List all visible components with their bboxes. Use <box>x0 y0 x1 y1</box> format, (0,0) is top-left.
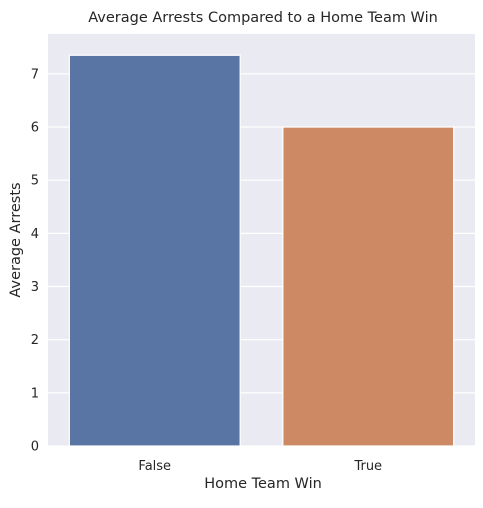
y-tick-label: 2 <box>31 333 39 348</box>
y-tick-label: 3 <box>31 280 39 295</box>
bars <box>68 54 455 447</box>
x-tick-labels: False True <box>138 459 382 474</box>
y-tick-label: 4 <box>31 227 39 242</box>
chart-title: Average Arrests Compared to a Home Team … <box>88 10 438 26</box>
bar-true <box>282 126 455 447</box>
y-tick-label: 0 <box>31 440 39 455</box>
bar-false <box>68 54 241 447</box>
y-tick-label: 5 <box>31 174 39 189</box>
y-tick-labels: 0 1 2 3 4 5 6 7 <box>31 67 39 454</box>
x-tick-label: True <box>353 459 382 474</box>
y-tick-label: 6 <box>31 121 39 136</box>
y-axis-label: Average Arrests <box>8 182 24 297</box>
x-axis-label: Home Team Win <box>204 476 322 492</box>
x-tick-label: False <box>138 459 171 474</box>
y-tick-label: 1 <box>31 386 39 401</box>
y-tick-label: 7 <box>31 67 39 82</box>
